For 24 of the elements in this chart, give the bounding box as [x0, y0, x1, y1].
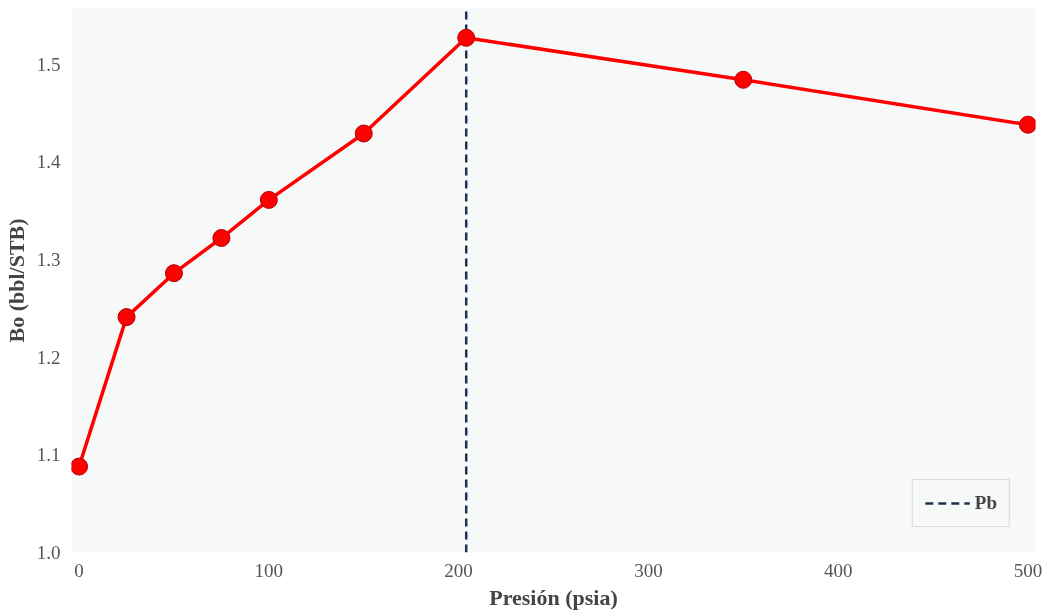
y-tick-label: 1.3 [36, 249, 61, 270]
point [1018, 115, 1036, 134]
x-tick-label: 300 [634, 559, 663, 581]
x-tick-label: 200 [444, 559, 473, 581]
point [259, 190, 278, 209]
point [71, 457, 89, 476]
x-tick-label: 400 [823, 559, 853, 581]
ref-line-label: Pb [974, 492, 997, 514]
x-tick-label: 100 [254, 559, 284, 581]
point [354, 124, 373, 143]
x-axis-title: Presión (psia) [489, 584, 618, 610]
point [117, 308, 136, 327]
x-tick-label: 0 [74, 559, 84, 581]
y-axis-title: Bo (bbl/STB) [3, 218, 29, 343]
point [164, 264, 183, 283]
y-tick-label: 1.1 [36, 444, 61, 466]
y-tick-label: 1.5 [36, 53, 61, 75]
point [212, 229, 231, 247]
y-tick-label: 1.0 [36, 542, 61, 563]
y-tick-label: 1.4 [36, 151, 61, 173]
point [734, 70, 753, 89]
y-tick-label: 1.2 [36, 346, 61, 368]
point [457, 28, 476, 47]
x-tick-label: 500 [1013, 559, 1043, 581]
